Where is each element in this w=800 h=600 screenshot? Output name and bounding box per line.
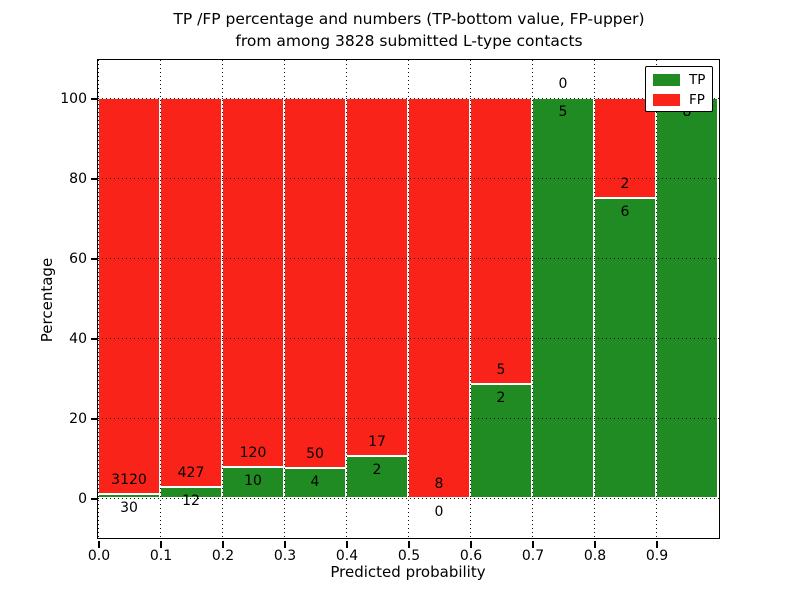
x-tick-label: 0.5 bbox=[397, 548, 421, 564]
x-tick-mark bbox=[408, 541, 410, 548]
bar-label-fp: 2 bbox=[620, 176, 630, 192]
chart-title-line2: from among 3828 submitted L-type contact… bbox=[235, 32, 583, 50]
bar-label-fp: 50 bbox=[306, 446, 324, 463]
legend-label-fp: FP bbox=[689, 92, 705, 108]
x-tick-label: 0.8 bbox=[583, 548, 607, 564]
x-tick-label: 0.0 bbox=[87, 548, 111, 564]
x-tick-mark bbox=[284, 541, 286, 548]
x-tick-label: 0.2 bbox=[211, 548, 235, 564]
bar-segment-fp bbox=[284, 98, 346, 469]
x-tick-mark bbox=[222, 541, 224, 548]
legend-swatch-fp-icon bbox=[653, 94, 680, 106]
x-gridline bbox=[593, 60, 595, 538]
bar-label-tp: 10 bbox=[244, 473, 262, 490]
bar-label-fp: 8 bbox=[434, 476, 444, 492]
bar-label-tp: 2 bbox=[372, 461, 382, 478]
y-tick-label: 40 bbox=[69, 331, 87, 347]
legend-entry-fp: FP bbox=[653, 90, 712, 110]
bar-segment-tp bbox=[222, 467, 284, 498]
bar-segment-tp bbox=[532, 98, 594, 498]
y-tick-mark bbox=[91, 338, 98, 340]
y-gridline bbox=[98, 497, 719, 499]
legend-label-tp: TP bbox=[689, 72, 706, 88]
y-gridline bbox=[98, 177, 719, 179]
legend-swatch-tp-icon bbox=[653, 74, 680, 86]
plot-area: 31203042712120105041728052052608 bbox=[97, 59, 720, 539]
x-tick-label: 0.6 bbox=[459, 548, 483, 564]
x-gridline bbox=[159, 60, 161, 538]
legend-entry-tp: TP bbox=[653, 70, 712, 90]
y-tick-label: 60 bbox=[69, 251, 87, 267]
bar-label-tp: 2 bbox=[496, 389, 506, 406]
x-gridline bbox=[345, 60, 347, 538]
x-tick-label: 0.3 bbox=[273, 548, 297, 564]
x-tick-mark bbox=[532, 541, 534, 548]
bar-segment-fp bbox=[408, 98, 470, 498]
y-axis-label: Percentage bbox=[38, 257, 56, 343]
bar-label-tp: 30 bbox=[120, 500, 138, 517]
bar-label-fp: 120 bbox=[239, 445, 267, 462]
x-tick-label: 0.4 bbox=[335, 548, 359, 564]
bar-label-tp: 4 bbox=[310, 474, 320, 491]
y-tick-mark bbox=[91, 498, 98, 500]
bar-segment-fp bbox=[594, 98, 656, 198]
bar-segment-fp bbox=[470, 98, 532, 384]
y-gridline bbox=[98, 97, 719, 99]
y-gridline bbox=[98, 417, 719, 419]
bar-label-fp: 17 bbox=[368, 433, 386, 450]
y-tick-label: 0 bbox=[78, 491, 87, 507]
x-tick-mark bbox=[98, 541, 100, 548]
bar-segment-tp bbox=[346, 455, 408, 498]
bar-segment-fp bbox=[346, 98, 408, 456]
bar-segment-tp bbox=[656, 98, 718, 498]
y-gridline bbox=[98, 257, 719, 259]
legend: TP FP bbox=[645, 66, 713, 112]
y-tick-mark bbox=[91, 98, 98, 100]
bar-label-tp: 8 bbox=[682, 104, 692, 120]
bar-segment-fp bbox=[222, 98, 284, 468]
bar-label-tp: 6 bbox=[620, 204, 630, 220]
chart-title: TP /FP percentage and numbers (TP-bottom… bbox=[98, 8, 720, 52]
x-tick-mark bbox=[656, 541, 658, 548]
x-tick-mark bbox=[160, 541, 162, 548]
x-tick-mark bbox=[346, 541, 348, 548]
x-gridline bbox=[531, 60, 533, 538]
bar-segment-tp bbox=[594, 198, 656, 498]
y-tick-mark bbox=[91, 258, 98, 260]
y-tick-label: 100 bbox=[60, 91, 87, 107]
y-tick-label: 80 bbox=[69, 171, 87, 187]
x-gridline bbox=[407, 60, 409, 538]
x-axis-label: Predicted probability bbox=[330, 563, 486, 581]
x-tick-label: 0.7 bbox=[521, 548, 545, 564]
bar-label-fp: 5 bbox=[496, 361, 506, 378]
y-tick-label: 20 bbox=[69, 411, 87, 427]
bar-label-fp: 427 bbox=[177, 465, 205, 482]
bar-segment-fp bbox=[98, 98, 160, 495]
x-gridline bbox=[283, 60, 285, 538]
x-tick-label: 0.1 bbox=[149, 548, 173, 564]
bar-label-tp: 12 bbox=[182, 493, 200, 510]
bar-label-tp: 0 bbox=[434, 504, 444, 520]
bar-segment-tp bbox=[470, 383, 532, 498]
bar-label-fp: 0 bbox=[558, 76, 568, 92]
x-tick-mark bbox=[470, 541, 472, 548]
x-tick-mark bbox=[594, 541, 596, 548]
y-tick-mark bbox=[91, 178, 98, 180]
x-gridline bbox=[655, 60, 657, 538]
bar-label-fp: 3120 bbox=[111, 472, 147, 489]
x-gridline bbox=[221, 60, 223, 538]
x-gridline bbox=[469, 60, 471, 538]
x-gridline bbox=[97, 60, 99, 538]
bar-label-tp: 5 bbox=[558, 104, 568, 120]
x-tick-label: 0.9 bbox=[645, 548, 669, 564]
bar-segment-fp bbox=[160, 98, 222, 488]
chart-title-line1: TP /FP percentage and numbers (TP-bottom… bbox=[173, 10, 645, 28]
y-gridline bbox=[98, 337, 719, 339]
y-tick-mark bbox=[91, 418, 98, 420]
